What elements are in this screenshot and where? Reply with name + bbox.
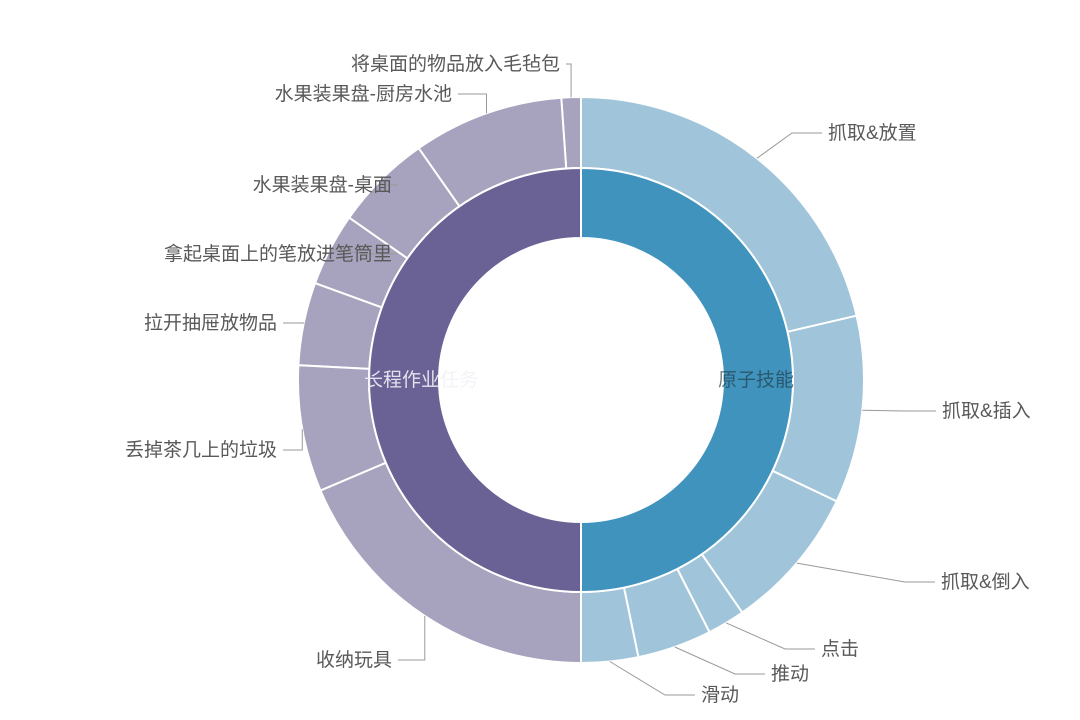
svg-text:抓取&插入: 抓取&插入 xyxy=(942,400,1031,422)
svg-text:水果装果盘-桌面: 水果装果盘-桌面 xyxy=(253,174,392,196)
svg-text:将桌面的物品放入毛毡包: 将桌面的物品放入毛毡包 xyxy=(351,53,560,75)
svg-text:水果装果盘-厨房水池: 水果装果盘-厨房水池 xyxy=(275,83,452,105)
svg-text:抓取&倒入: 抓取&倒入 xyxy=(941,571,1030,593)
svg-text:长程作业任务: 长程作业任务 xyxy=(364,369,478,391)
svg-text:收纳玩具: 收纳玩具 xyxy=(316,649,392,671)
svg-text:推动: 推动 xyxy=(771,663,809,685)
svg-text:点击: 点击 xyxy=(821,638,859,660)
svg-text:拿起桌面上的笔放进笔筒里: 拿起桌面上的笔放进笔筒里 xyxy=(164,242,392,265)
svg-text:滑动: 滑动 xyxy=(701,684,739,706)
svg-text:拉开抽屉放物品: 拉开抽屉放物品 xyxy=(144,312,277,334)
svg-text:丢掉茶几上的垃圾: 丢掉茶几上的垃圾 xyxy=(125,439,277,461)
svg-text:抓取&放置: 抓取&放置 xyxy=(828,122,917,144)
svg-text:原子技能: 原子技能 xyxy=(718,369,794,391)
